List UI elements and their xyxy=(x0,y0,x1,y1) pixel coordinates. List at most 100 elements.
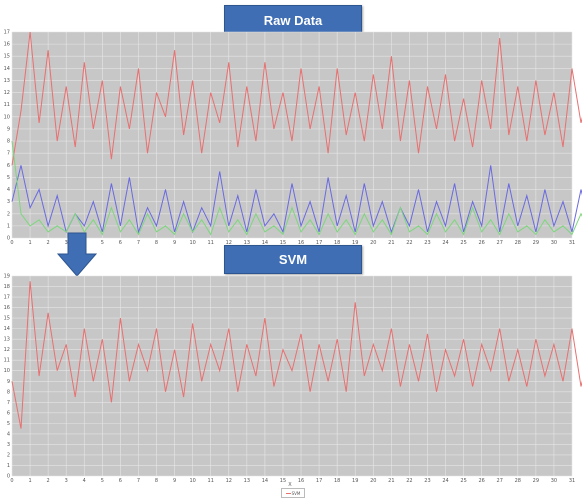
raw-ticks: 0123456789101112131415161701234567891011… xyxy=(4,30,576,247)
svm-x-tick-label: 0 xyxy=(10,478,13,484)
raw-x-tick-label: 15 xyxy=(280,240,286,246)
svm-x-tick-label: 27 xyxy=(497,478,503,484)
svm-series-red xyxy=(11,281,582,429)
svm-x-tick-label: 30 xyxy=(551,478,557,484)
raw-y-tick-label: 16 xyxy=(4,42,10,48)
svm-y-tick-label: 4 xyxy=(7,431,10,437)
raw-x-tick-label: 9 xyxy=(173,240,176,246)
svm-x-tick-label: 15 xyxy=(280,478,286,484)
raw-x-tick-label: 30 xyxy=(551,240,557,246)
down-arrow-icon xyxy=(56,232,98,277)
raw-x-tick-label: 14 xyxy=(262,240,268,246)
raw-y-tick-label: 1 xyxy=(7,223,10,229)
svm-y-tick-label: 0 xyxy=(7,474,10,480)
svm-x-tick-label: 18 xyxy=(334,478,340,484)
raw-x-tick-label: 31 xyxy=(569,240,575,246)
svm-x-tick-label: 19 xyxy=(352,478,358,484)
svm-series xyxy=(11,281,582,429)
svm-x-tick-label: 31 xyxy=(569,478,575,484)
svm-x-tick-label: 28 xyxy=(515,478,521,484)
svm-x-tick-label: 1 xyxy=(28,478,31,484)
svm-x-tick-label: 7 xyxy=(137,478,140,484)
raw-x-tick-label: 28 xyxy=(515,240,521,246)
svm-plot-area xyxy=(12,276,572,476)
svm-x-tick-label: 8 xyxy=(155,478,158,484)
raw-x-tick-label: 2 xyxy=(47,240,50,246)
raw-x-tick-label: 11 xyxy=(208,240,214,246)
raw-y-tick-label: 8 xyxy=(7,139,10,145)
raw-y-tick-label: 4 xyxy=(7,187,10,193)
raw-x-tick-label: 3 xyxy=(65,240,68,246)
raw-y-tick-label: 17 xyxy=(4,30,10,36)
svm-y-tick-label: 16 xyxy=(4,305,10,311)
svm-x-tick-label: 2 xyxy=(47,478,50,484)
raw-y-tick-label: 12 xyxy=(4,90,10,96)
svm-x-tick-label: 24 xyxy=(442,478,448,484)
raw-y-tick-label: 3 xyxy=(7,199,10,205)
svm-x-tick-label: 17 xyxy=(316,478,322,484)
svm-y-tick-label: 10 xyxy=(4,368,10,374)
svm-y-tick-label: 18 xyxy=(4,284,10,290)
raw-x-tick-label: 27 xyxy=(497,240,503,246)
raw-y-tick-label: 7 xyxy=(7,151,10,157)
svm-x-tick-label: 26 xyxy=(478,478,484,484)
raw-x-tick-label: 23 xyxy=(424,240,430,246)
svm-y-tick-label: 17 xyxy=(4,295,10,301)
svm-x-tick-label: 10 xyxy=(189,478,195,484)
raw-data-chart: 0123456789101112131415161701234567891011… xyxy=(4,30,582,247)
raw-plot-area xyxy=(12,32,572,238)
raw-y-tick-label: 2 xyxy=(7,211,10,217)
svm-y-tick-label: 6 xyxy=(7,410,10,416)
raw-y-tick-label: 15 xyxy=(4,54,10,60)
svm-title: SVM xyxy=(224,245,362,274)
raw-x-tick-label: 16 xyxy=(298,240,304,246)
svm-x-tick-label: 9 xyxy=(173,478,176,484)
svm-y-tick-label: 9 xyxy=(7,379,10,385)
raw-x-tick-label: 5 xyxy=(101,240,104,246)
raw-x-tick-label: 17 xyxy=(316,240,322,246)
svm-y-tick-label: 12 xyxy=(4,347,10,353)
raw-x-tick-label: 10 xyxy=(189,240,195,246)
svm-x-tick-label: 22 xyxy=(406,478,412,484)
raw-x-tick-label: 21 xyxy=(388,240,394,246)
raw-x-tick-label: 12 xyxy=(226,240,232,246)
svm-y-tick-label: 19 xyxy=(4,274,10,280)
raw-y-tick-label: 14 xyxy=(4,66,10,72)
raw-x-tick-label: 18 xyxy=(334,240,340,246)
svm-x-tick-label: 13 xyxy=(244,478,250,484)
svm-grid xyxy=(11,275,573,477)
raw-x-tick-label: 24 xyxy=(442,240,448,246)
svm-y-tick-label: 8 xyxy=(7,389,10,395)
raw-y-tick-label: 6 xyxy=(7,163,10,169)
svm-x-tick-label: 25 xyxy=(460,478,466,484)
raw-series-green xyxy=(11,141,582,236)
svm-y-tick-label: 2 xyxy=(7,452,10,458)
svm-y-tick-label: 11 xyxy=(4,358,10,364)
svm-x-tick-label: 12 xyxy=(226,478,232,484)
raw-x-tick-label: 26 xyxy=(478,240,484,246)
raw-y-tick-label: 13 xyxy=(4,78,10,84)
raw-x-tick-label: 19 xyxy=(352,240,358,246)
svm-y-tick-label: 14 xyxy=(4,326,10,332)
raw-series-blue xyxy=(11,165,582,234)
svm-legend-swatch xyxy=(285,492,291,494)
svm-x-tick-label: 5 xyxy=(101,478,104,484)
svm-x-tick-label: 4 xyxy=(83,478,86,484)
svm-x-tick-label: 14 xyxy=(262,478,268,484)
svm-y-tick-label: 15 xyxy=(4,316,10,322)
raw-y-tick-label: 9 xyxy=(7,126,10,132)
raw-series xyxy=(11,31,582,236)
raw-x-tick-label: 20 xyxy=(370,240,376,246)
raw-y-tick-label: 10 xyxy=(4,114,10,120)
svm-x-tick-label: 6 xyxy=(119,478,122,484)
svm-legend-label: SVM xyxy=(291,490,301,496)
raw-x-tick-label: 1 xyxy=(28,240,31,246)
svm-legend: SVM xyxy=(281,488,305,498)
raw-x-tick-label: 7 xyxy=(137,240,140,246)
svm-y-tick-label: 1 xyxy=(7,463,10,469)
svm-x-tick-label: 29 xyxy=(533,478,539,484)
raw-series-red xyxy=(11,31,582,166)
raw-y-tick-label: 0 xyxy=(7,236,10,242)
